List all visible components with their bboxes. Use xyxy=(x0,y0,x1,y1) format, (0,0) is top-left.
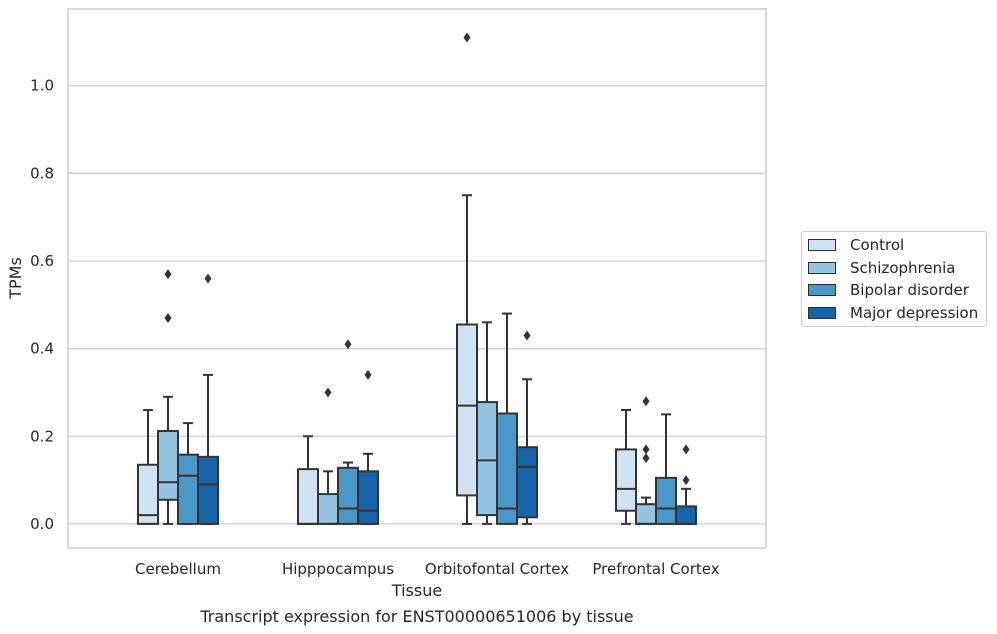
outlier-point xyxy=(523,330,531,341)
outlier-point xyxy=(642,453,650,464)
legend-swatch-major-depression xyxy=(808,307,836,319)
legend-swatch-control xyxy=(808,239,836,251)
box-iqr xyxy=(655,476,677,525)
y-tick-label: 0.8 xyxy=(30,164,54,182)
x-tick-label: Hipppocampus xyxy=(282,560,394,578)
box-schizophrenia-prefrontal-cortex xyxy=(635,396,657,525)
y-tick-label: 0.6 xyxy=(30,252,54,270)
box-iqr xyxy=(476,401,498,517)
box-bipolar-disorder-prefrontal-cortex xyxy=(655,413,677,525)
x-axis-label: Tissue xyxy=(391,581,442,600)
box-major-depression-prefrontal-cortex xyxy=(675,444,697,525)
y-tick-labels: 0.0 0.2 0.4 0.6 0.8 1.0 xyxy=(30,77,54,533)
y-tick-label: 0.0 xyxy=(30,515,54,533)
legend-label-major-depression: Major depression xyxy=(850,304,979,322)
box-iqr xyxy=(157,429,179,501)
box-iqr xyxy=(337,466,359,525)
legend-item-bipolar-disorder: Bipolar disorder xyxy=(808,280,969,300)
box-iqr xyxy=(675,505,697,525)
box-iqr xyxy=(177,453,199,525)
outlier-point xyxy=(324,387,332,398)
outlier-point xyxy=(682,475,690,486)
box-iqr xyxy=(496,412,518,525)
box-iqr xyxy=(615,448,637,512)
outlier-point xyxy=(364,369,372,380)
boxes xyxy=(137,32,697,525)
box-control-hipppocampus xyxy=(297,435,319,525)
box-iqr xyxy=(456,323,478,497)
x-tick-label: Prefrontal Cortex xyxy=(592,560,719,578)
y-axis-label: TPMs xyxy=(6,257,25,300)
outlier-point xyxy=(164,312,172,323)
box-iqr xyxy=(197,455,219,525)
chart-caption: Transcript expression for ENST0000065100… xyxy=(199,607,633,626)
legend-item-major-depression: Major depression xyxy=(808,303,978,323)
box-major-depression-cerebellum xyxy=(197,273,219,525)
box-schizophrenia-hipppocampus xyxy=(317,387,339,525)
plot-area-frame xyxy=(67,8,767,549)
legend-swatch-bipolar-disorder xyxy=(808,284,836,296)
box-iqr xyxy=(297,468,319,525)
outlier-point xyxy=(642,396,650,407)
x-tick-label: Orbitofontal Cortex xyxy=(425,560,569,578)
box-control-prefrontal-cortex xyxy=(615,408,637,525)
x-tick-labels: Cerebellum Hipppocampus Orbitofontal Corte… xyxy=(135,560,720,578)
box-schizophrenia-orbitofontal-cortex xyxy=(476,321,498,525)
box-bipolar-disorder-orbitofontal-cortex xyxy=(496,312,518,525)
legend-label-control: Control xyxy=(850,236,905,254)
legend-label-bipolar-disorder: Bipolar disorder xyxy=(850,281,969,299)
box-bipolar-disorder-cerebellum xyxy=(177,422,199,525)
box-major-depression-hipppocampus xyxy=(357,369,379,525)
legend: Control Schizophrenia Bipolar disorder M… xyxy=(801,231,987,327)
box-control-orbitofontal-cortex xyxy=(456,32,478,525)
outlier-point xyxy=(682,444,690,455)
box-iqr xyxy=(357,470,379,525)
y-tick-label: 0.2 xyxy=(30,427,54,445)
box-iqr xyxy=(635,503,657,525)
box-iqr xyxy=(516,446,538,519)
box-major-depression-orbitofontal-cortex xyxy=(516,330,538,525)
outlier-point xyxy=(463,32,471,43)
outlier-point xyxy=(204,273,212,284)
legend-label-schizophrenia: Schizophrenia xyxy=(850,259,956,277)
legend-item-control: Control xyxy=(808,235,904,255)
x-tick-label: Cerebellum xyxy=(135,560,221,578)
y-tick-label: 0.4 xyxy=(30,340,54,358)
outlier-point xyxy=(164,269,172,280)
outlier-point xyxy=(344,339,352,350)
legend-item-schizophrenia: Schizophrenia xyxy=(808,258,955,278)
box-bipolar-disorder-hipppocampus xyxy=(337,339,359,525)
box-iqr xyxy=(317,493,339,525)
y-tick-label: 1.0 xyxy=(30,77,54,95)
legend-swatch-schizophrenia xyxy=(808,262,836,274)
outlier-point xyxy=(642,444,650,455)
box-schizophrenia-cerebellum xyxy=(157,269,179,525)
box-control-cerebellum xyxy=(137,408,159,525)
